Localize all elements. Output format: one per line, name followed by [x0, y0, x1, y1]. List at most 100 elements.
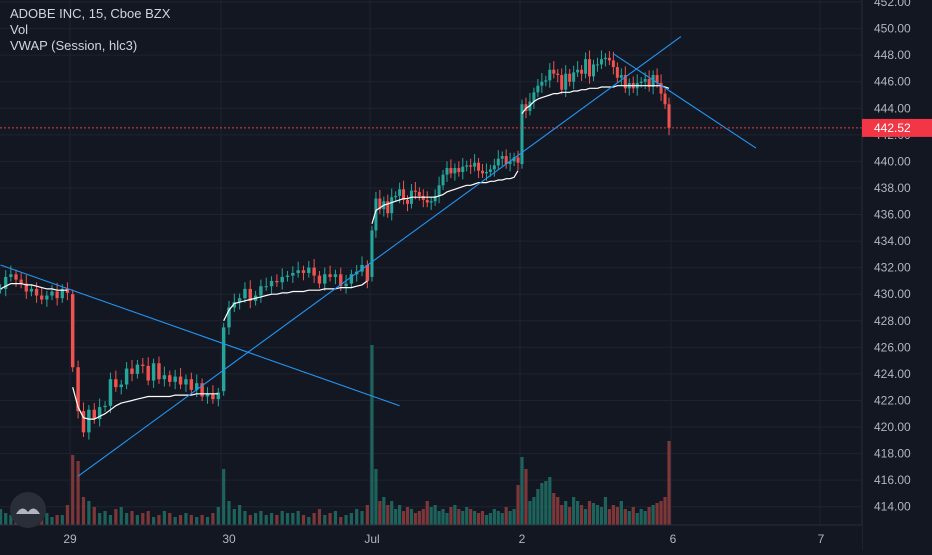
volume-bar: [465, 507, 469, 525]
volume-bar: [536, 489, 540, 525]
volume-bar: [173, 517, 177, 525]
volume-bar: [611, 505, 615, 525]
candle-body: [469, 165, 473, 167]
volume-bar: [579, 505, 584, 525]
vwap-line-group: [0, 85, 670, 420]
volume-bar: [323, 515, 327, 525]
candle-body: [595, 64, 599, 66]
volume-bar: [211, 513, 215, 525]
volume-bar: [631, 507, 635, 525]
candle-body: [87, 409, 91, 433]
volume-bar: [333, 511, 338, 525]
price-axis[interactable]: 414.00 416.00 418.00 420.00 422.00 424.00 426.…: [861, 0, 932, 550]
trendline-2[interactable]: [77, 36, 682, 477]
volume-bar: [259, 511, 263, 525]
volume-bar: [114, 509, 118, 525]
candle-body: [296, 270, 300, 273]
candle-body: [643, 79, 647, 82]
time-tick-label: 2: [519, 532, 526, 546]
volume-bar: [576, 501, 580, 525]
candle-body: [378, 198, 382, 210]
candle-body: [124, 368, 129, 385]
volume-bar: [374, 469, 378, 525]
volume-bar: [480, 511, 485, 525]
volume-bar: [365, 505, 369, 525]
candle-body: [508, 161, 512, 165]
candle-body: [619, 75, 623, 78]
price-tick-label: 426.00: [874, 340, 911, 354]
candle-body: [406, 199, 409, 204]
time-axis[interactable]: 29 30 Jul 2 6 7: [0, 524, 862, 550]
time-axis-background: [0, 525, 862, 550]
tradingview-logo[interactable]: [10, 492, 46, 528]
candle-body: [492, 165, 496, 170]
candle-body: [572, 72, 576, 82]
candle-body: [232, 302, 237, 308]
candle-body: [264, 286, 268, 288]
volume-bar: [568, 507, 572, 525]
volume-bar: [587, 501, 592, 525]
volume-bar: [355, 509, 359, 525]
candle-body: [19, 279, 23, 284]
price-tick-label: 422.00: [874, 393, 911, 407]
volume-bar: [425, 501, 429, 525]
candle-body: [556, 73, 560, 76]
trendline-1[interactable]: [0, 264, 400, 407]
volume-bar: [394, 509, 398, 525]
volume-indicator-label[interactable]: Vol: [10, 22, 29, 37]
volume-bar: [564, 501, 568, 525]
candle-body: [607, 57, 611, 61]
volume-bar: [269, 513, 274, 525]
volume-bar: [71, 455, 75, 525]
candle-body: [162, 375, 167, 380]
candle-body: [500, 156, 504, 159]
volume-bar: [659, 501, 663, 525]
candle-body: [200, 383, 204, 397]
volume-bar: [98, 513, 102, 525]
volume-bar: [205, 517, 210, 525]
price-tick-label: 432.00: [874, 261, 911, 275]
candle-body: [484, 172, 488, 174]
candle-body: [339, 274, 343, 287]
last-price-tag[interactable]: [862, 118, 932, 137]
candle-body: [433, 195, 437, 202]
candle-body: [548, 69, 552, 81]
candle-body: [611, 60, 615, 68]
volume-bar: [119, 507, 123, 525]
volume-bar: [512, 509, 516, 525]
candle-body: [55, 291, 59, 299]
vwap-line: [72, 387, 219, 420]
volume-bar: [60, 515, 64, 525]
time-tick-label: 7: [818, 532, 825, 546]
volume-bar: [643, 511, 647, 525]
candle-body: [465, 165, 469, 167]
candle-body: [374, 198, 378, 231]
volume-bar: [222, 469, 226, 525]
candle-body: [81, 411, 86, 433]
candle-body: [540, 81, 544, 86]
volume-bar: [421, 509, 425, 525]
volume-bar: [607, 509, 612, 525]
candle-body: [70, 294, 75, 368]
candle-body: [473, 162, 477, 167]
price-tick-label: 416.00: [874, 473, 911, 487]
volume-bar: [253, 513, 258, 525]
volume-bar: [552, 493, 556, 525]
volume-bar: [296, 511, 300, 525]
volume-bar: [627, 511, 631, 525]
candle-body: [328, 274, 332, 277]
volume-bar: [130, 511, 134, 525]
chart-legend: ADOBE INC, 15, Cboe BZX Vol VWAP (Sessio…: [10, 6, 170, 54]
volume-bar: [344, 515, 348, 525]
candle-body: [275, 280, 279, 283]
vwap-indicator-label[interactable]: VWAP (Session, hlc3): [10, 38, 138, 53]
candle-body: [259, 286, 263, 296]
candle-body: [301, 270, 306, 273]
symbol-title[interactable]: ADOBE INC, 15, Cboe BZX: [10, 6, 171, 21]
volume-bar: [227, 501, 231, 525]
trendline-3[interactable]: [613, 53, 757, 149]
price-candles: [0, 50, 671, 440]
candle-body: [323, 274, 327, 284]
